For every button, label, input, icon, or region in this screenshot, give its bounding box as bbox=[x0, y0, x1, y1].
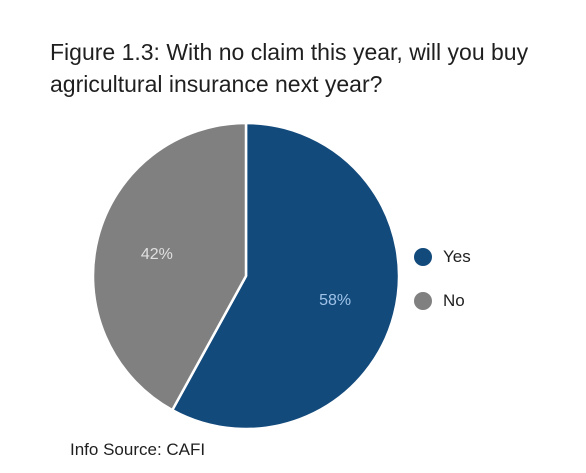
slice-label-no: 42% bbox=[141, 246, 173, 263]
legend-swatch-yes bbox=[414, 248, 432, 266]
legend-item-no: No bbox=[414, 290, 471, 312]
legend-label-no: No bbox=[443, 291, 465, 310]
legend-item-yes: Yes bbox=[414, 246, 471, 268]
slice-label-yes: 58% bbox=[319, 292, 351, 309]
chart-title-line-1: Figure 1.3: With no claim this year, wil… bbox=[50, 39, 529, 65]
legend-swatch-no bbox=[414, 292, 432, 310]
legend-label-yes: Yes bbox=[443, 247, 471, 266]
pie-slice-no bbox=[91, 121, 248, 412]
info-source: Info Source: CAFI bbox=[70, 440, 206, 459]
pie-slice-yes bbox=[171, 121, 401, 431]
chart-legend: Yes No bbox=[414, 246, 471, 334]
chart-title-line-2: agricultural insurance next year? bbox=[50, 71, 383, 97]
chart-title: Figure 1.3: With no claim this year, wil… bbox=[50, 36, 570, 100]
